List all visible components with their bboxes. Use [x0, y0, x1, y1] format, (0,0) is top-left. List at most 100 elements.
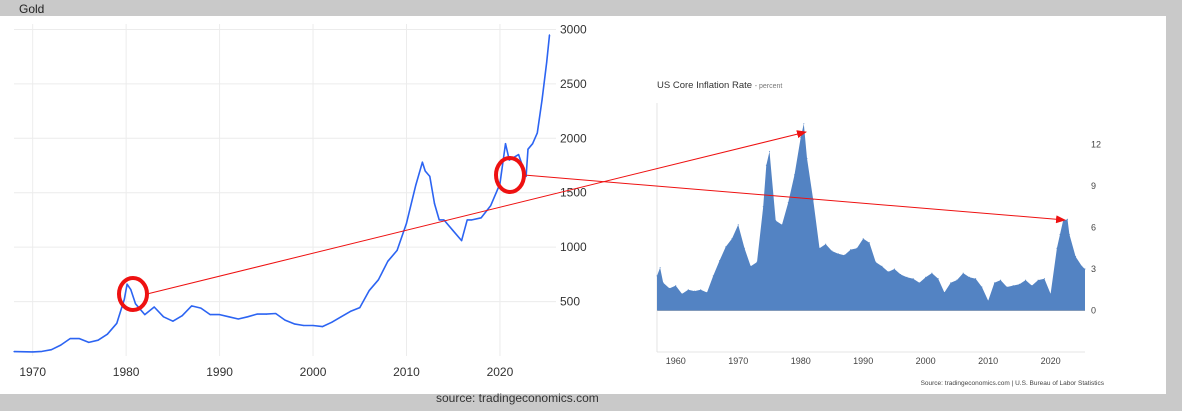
inflation-data-point — [668, 287, 670, 289]
inflation-data-point — [1012, 285, 1014, 287]
inflation-data-point — [850, 249, 852, 251]
arrow-1980-to-inflation-peak — [146, 130, 807, 295]
gold-y-tick-label: 3000 — [560, 22, 587, 36]
gold-data-point — [144, 314, 146, 316]
inflation-data-point — [743, 247, 745, 249]
inflation-data-point — [956, 279, 958, 281]
inflation-x-tick-label: 2010 — [978, 356, 998, 366]
highlight-circle-1980 — [117, 276, 149, 312]
gold-x-tick-label: 1980 — [113, 365, 140, 379]
inflation-data-point — [700, 289, 702, 291]
inflation-data-point — [881, 265, 883, 267]
inflation-data-point — [1056, 247, 1058, 249]
inflation-x-tick-label: 1980 — [791, 356, 811, 366]
inflation-data-point — [1000, 279, 1002, 281]
gold-data-point — [153, 306, 155, 308]
inflation-y-tick-label: 3 — [1091, 264, 1096, 274]
gold-data-point — [532, 143, 534, 145]
inflation-data-point — [887, 271, 889, 273]
gold-data-point — [495, 192, 497, 194]
inflation-data-point — [1084, 268, 1086, 270]
gold-data-point — [466, 219, 468, 221]
gold-data-point — [13, 351, 15, 353]
inflation-data-point — [837, 253, 839, 255]
inflation-y-axis-ticks: 0 3 6 9 12 — [1091, 140, 1101, 316]
inflation-data-point — [862, 238, 864, 240]
inflation-data-point — [818, 247, 820, 249]
inflation-data-point — [812, 199, 814, 201]
gold-data-point — [41, 350, 43, 353]
inflation-data-point — [1081, 265, 1083, 267]
gold-data-point — [421, 161, 423, 163]
inflation-data-point — [893, 268, 895, 270]
gold-data-point — [97, 339, 99, 341]
gold-x-tick-label: 1990 — [206, 365, 233, 379]
inflation-data-point — [912, 278, 914, 280]
gold-data-point — [541, 99, 543, 101]
inflation-data-point — [918, 282, 920, 284]
inflation-data-point — [975, 278, 977, 280]
gold-data-point — [265, 313, 267, 315]
inflation-data-point — [1043, 278, 1045, 280]
gold-y-tick-label: 2000 — [560, 131, 587, 145]
gold-data-point — [349, 310, 352, 312]
inflation-data-point — [856, 247, 858, 249]
inflation-x-tick-label: 1970 — [728, 356, 748, 366]
gold-data-point — [162, 316, 165, 318]
inflation-data-point — [718, 260, 720, 262]
gold-data-point — [396, 249, 398, 252]
gold-data-point — [123, 298, 125, 300]
gold-data-point — [247, 316, 249, 318]
inflation-chart-title: US Core Inflation Rate - percent — [657, 80, 782, 91]
gold-data-point — [433, 203, 436, 205]
source-footer: source: tradingeconomics.com — [436, 391, 599, 405]
inflation-data-point — [781, 224, 783, 226]
gold-data-point — [218, 314, 221, 316]
inflation-title-sep: - — [755, 83, 759, 90]
inflation-data-point — [937, 278, 939, 280]
gold-data-point — [256, 313, 258, 315]
inflation-data-point — [943, 292, 945, 294]
gold-data-point — [181, 315, 183, 317]
gold-data-point — [303, 324, 305, 327]
gold-data-point — [50, 349, 52, 351]
gold-data-point — [489, 205, 492, 207]
gold-data-point — [548, 34, 551, 36]
gold-data-point — [340, 316, 342, 318]
gold-x-tick-label: 2000 — [300, 365, 327, 379]
gold-data-point — [415, 184, 417, 186]
gold-data-point — [130, 289, 132, 291]
inflation-x-axis-ticks: 1960 1970 1980 1990 2000 2010 2020 — [666, 356, 1061, 366]
inflation-x-tick-label: 1990 — [853, 356, 873, 366]
gold-data-point — [69, 337, 71, 340]
gold-data-point — [546, 61, 548, 63]
inflation-data-point — [675, 285, 677, 287]
inflation-data-point — [662, 282, 664, 284]
inflation-data-point — [737, 224, 739, 226]
inflation-source-text: Source: tradingeconomics.com | U.S. Bure… — [921, 380, 1105, 387]
inflation-y-tick-label: 9 — [1091, 181, 1096, 191]
inflation-data-point — [1031, 285, 1033, 287]
gold-chart: 1970 1980 1990 2000 2010 2020 500 1000 1500 2000… — [13, 22, 587, 379]
gold-data-point — [368, 290, 370, 292]
inflation-data-point — [775, 220, 777, 222]
gold-data-point — [387, 260, 389, 262]
inflation-data-point — [1068, 233, 1070, 235]
inflation-y-tick-label: 6 — [1091, 223, 1096, 233]
inflation-data-point — [868, 242, 870, 244]
gold-x-tick-label: 2020 — [487, 365, 514, 379]
inflation-data-point — [950, 282, 952, 284]
gold-data-point — [359, 306, 361, 309]
inflation-data-point — [656, 275, 658, 277]
gold-data-point — [190, 305, 193, 307]
annotation-layer — [117, 130, 1066, 312]
inflation-data-point — [693, 290, 695, 292]
inflation-y-tick-label: 0 — [1091, 306, 1096, 316]
gold-data-point — [116, 322, 118, 324]
inflation-y-tick-label: 12 — [1091, 140, 1101, 150]
gold-y-tick-label: 1500 — [560, 186, 587, 200]
gold-data-point — [126, 283, 128, 285]
inflation-data-point — [803, 123, 805, 125]
inflation-data-point — [787, 202, 789, 204]
inflation-data-point — [706, 292, 708, 294]
